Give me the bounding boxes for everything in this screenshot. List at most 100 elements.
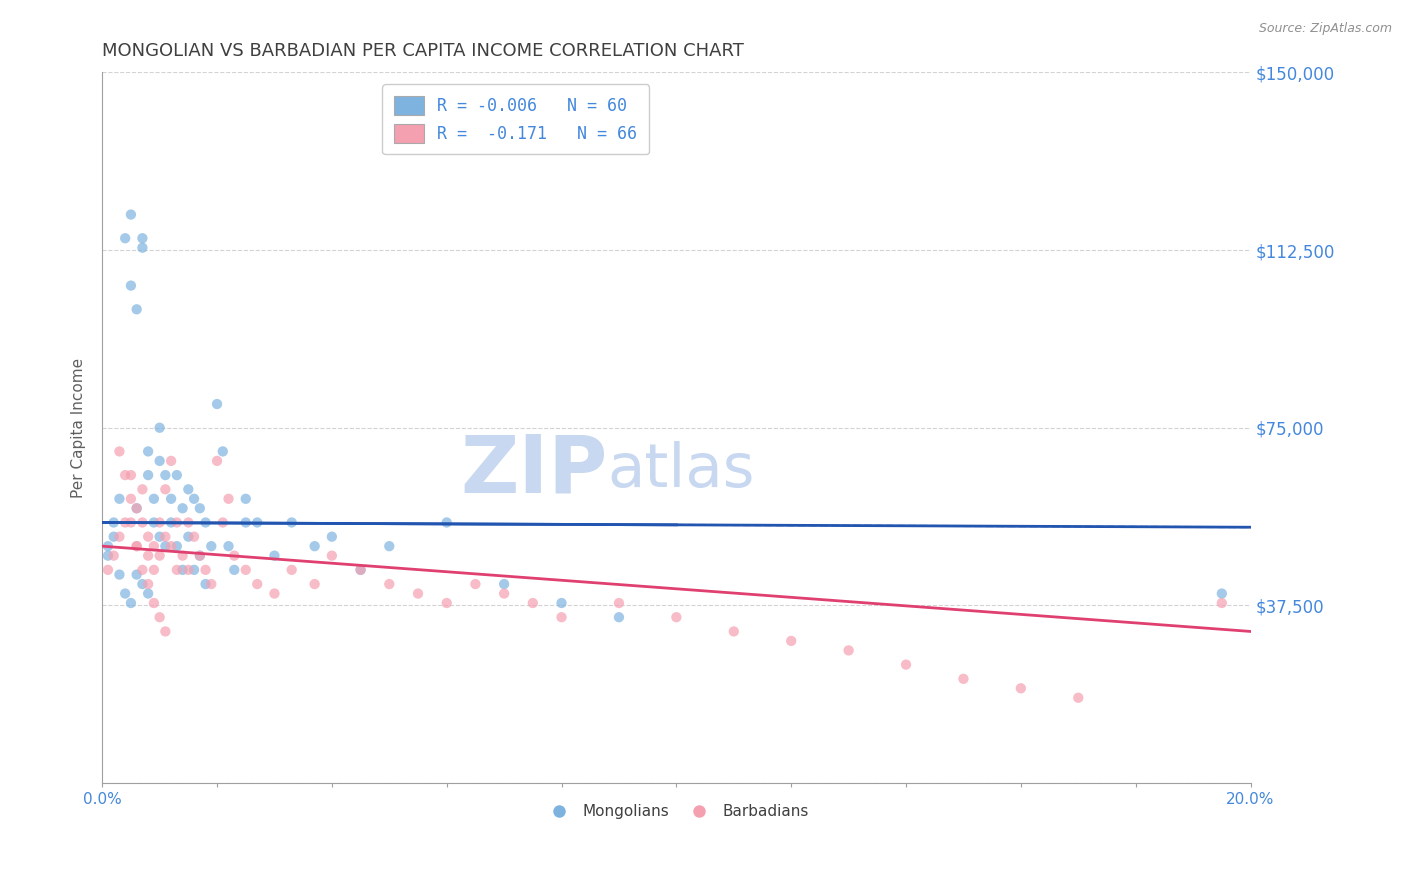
- Point: [280, 516, 302, 530]
- Point: [136, 586, 159, 600]
- Point: [205, 454, 228, 468]
- Point: [114, 516, 136, 530]
- Point: [838, 643, 860, 657]
- Point: [125, 539, 148, 553]
- Point: [125, 501, 148, 516]
- Point: [172, 549, 194, 563]
- Point: [108, 567, 131, 582]
- Point: [125, 501, 148, 516]
- Point: [194, 516, 217, 530]
- Point: [120, 468, 142, 483]
- Point: [149, 549, 172, 563]
- Point: [607, 596, 630, 610]
- Point: [177, 483, 200, 497]
- Point: [103, 549, 125, 563]
- Point: [142, 596, 165, 610]
- Point: [166, 563, 188, 577]
- Point: [114, 586, 136, 600]
- Point: [211, 516, 233, 530]
- Point: [263, 549, 285, 563]
- Text: MONGOLIAN VS BARBADIAN PER CAPITA INCOME CORRELATION CHART: MONGOLIAN VS BARBADIAN PER CAPITA INCOME…: [103, 42, 744, 60]
- Point: [120, 208, 142, 222]
- Point: [200, 577, 222, 591]
- Point: [550, 610, 572, 624]
- Point: [149, 516, 172, 530]
- Point: [304, 539, 326, 553]
- Point: [183, 491, 205, 506]
- Point: [125, 539, 148, 553]
- Point: [436, 516, 458, 530]
- Point: [155, 539, 177, 553]
- Point: [136, 577, 159, 591]
- Point: [177, 563, 200, 577]
- Point: [406, 586, 429, 600]
- Point: [188, 501, 211, 516]
- Point: [103, 530, 125, 544]
- Point: [97, 563, 120, 577]
- Point: [246, 577, 269, 591]
- Point: [155, 468, 177, 483]
- Point: [142, 516, 165, 530]
- Point: [172, 501, 194, 516]
- Point: [188, 549, 211, 563]
- Point: [160, 454, 183, 468]
- Point: [172, 563, 194, 577]
- Point: [177, 516, 200, 530]
- Point: [136, 530, 159, 544]
- Point: [149, 454, 172, 468]
- Point: [723, 624, 745, 639]
- Point: [894, 657, 917, 672]
- Point: [160, 491, 183, 506]
- Point: [224, 563, 246, 577]
- Point: [149, 421, 172, 435]
- Point: [166, 516, 188, 530]
- Point: [131, 483, 153, 497]
- Point: [103, 516, 125, 530]
- Point: [142, 539, 165, 553]
- Legend: Mongolians, Barbadians: Mongolians, Barbadians: [538, 798, 815, 825]
- Point: [224, 549, 246, 563]
- Point: [205, 397, 228, 411]
- Point: [149, 610, 172, 624]
- Point: [349, 563, 371, 577]
- Point: [120, 516, 142, 530]
- Point: [494, 586, 516, 600]
- Point: [131, 241, 153, 255]
- Point: [200, 539, 222, 553]
- Point: [131, 516, 153, 530]
- Text: atlas: atlas: [607, 441, 755, 500]
- Point: [142, 491, 165, 506]
- Point: [494, 577, 516, 591]
- Point: [97, 539, 120, 553]
- Point: [131, 563, 153, 577]
- Point: [136, 444, 159, 458]
- Point: [780, 634, 803, 648]
- Point: [194, 577, 217, 591]
- Point: [1211, 596, 1233, 610]
- Point: [183, 563, 205, 577]
- Point: [97, 549, 120, 563]
- Point: [1067, 690, 1090, 705]
- Y-axis label: Per Capita Income: Per Capita Income: [72, 358, 86, 498]
- Point: [321, 530, 343, 544]
- Point: [149, 530, 172, 544]
- Point: [183, 530, 205, 544]
- Point: [160, 516, 183, 530]
- Point: [436, 596, 458, 610]
- Point: [188, 549, 211, 563]
- Point: [665, 610, 688, 624]
- Point: [550, 596, 572, 610]
- Point: [160, 539, 183, 553]
- Point: [280, 563, 302, 577]
- Point: [125, 302, 148, 317]
- Point: [321, 549, 343, 563]
- Point: [120, 491, 142, 506]
- Point: [235, 516, 257, 530]
- Point: [211, 444, 233, 458]
- Point: [120, 596, 142, 610]
- Point: [136, 468, 159, 483]
- Point: [125, 567, 148, 582]
- Point: [522, 596, 544, 610]
- Point: [155, 530, 177, 544]
- Point: [108, 491, 131, 506]
